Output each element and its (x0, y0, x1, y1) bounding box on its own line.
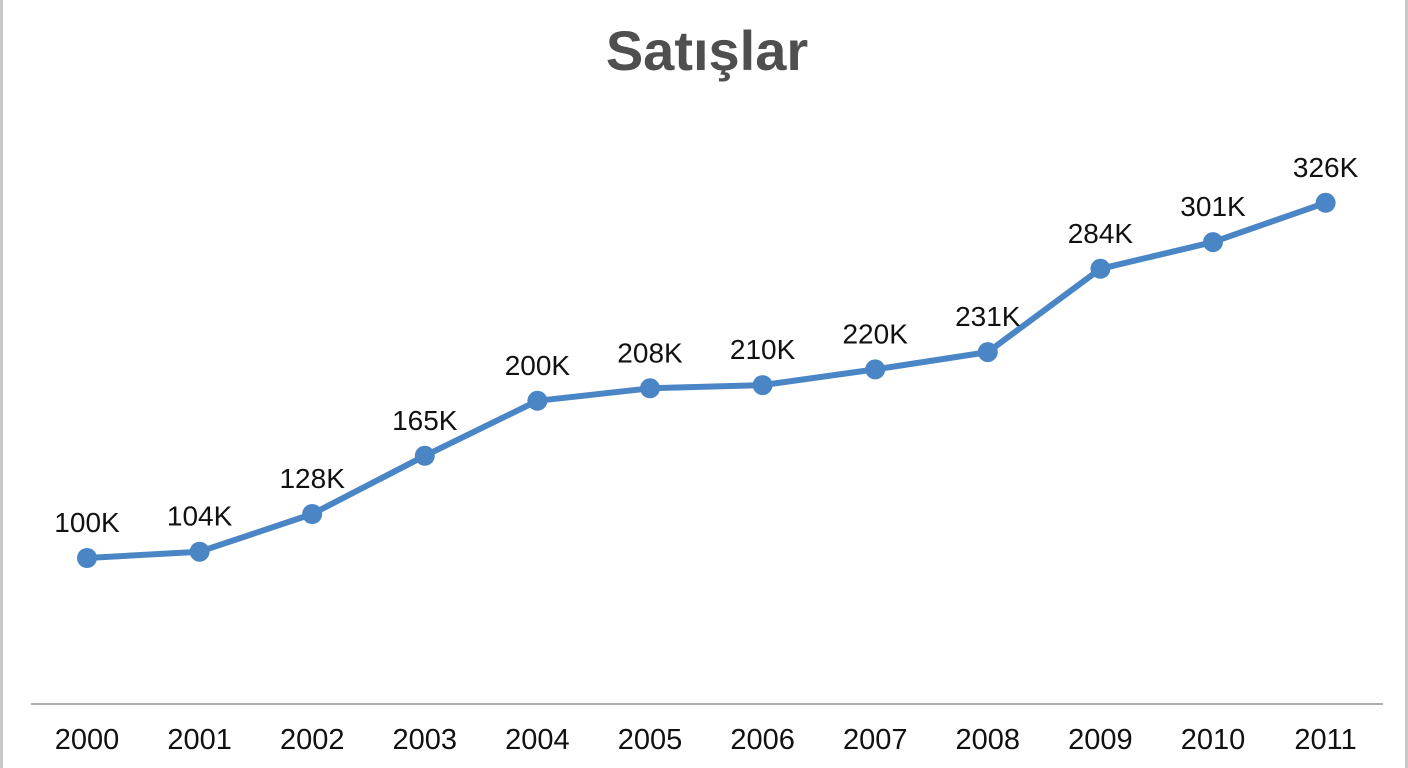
data-point-2004 (527, 390, 548, 411)
x-tick-label-2006: 2006 (730, 724, 795, 756)
data-label-2007: 220K (842, 318, 908, 349)
data-label-2000: 100K (54, 507, 120, 538)
x-tick-label-2009: 2009 (1068, 724, 1133, 756)
data-label-2005: 208K (617, 337, 683, 368)
data-point-2000 (77, 548, 97, 568)
data-label-2009: 284K (1068, 218, 1134, 249)
x-tick-label-2002: 2002 (280, 724, 345, 756)
data-point-2001 (189, 541, 210, 562)
data-label-2002: 128K (279, 463, 345, 494)
x-tick-labels: 2000 2001 2002 2003 2004 2005 2006 2007 2008 2009… (55, 724, 1357, 756)
series-group: 100K 104K 128K 165K 200K 208K 210K 220K 231K 284K… (54, 152, 1359, 568)
data-label-2003: 165K (392, 405, 458, 436)
data-label-2008: 231K (955, 301, 1021, 332)
data-point-2009 (1090, 258, 1111, 279)
data-point-2005 (640, 378, 660, 399)
x-tick-label-2005: 2005 (618, 724, 683, 756)
data-point-2008 (977, 342, 998, 363)
data-point-2006 (752, 375, 773, 396)
x-tick-label-2004: 2004 (505, 724, 570, 756)
x-tick-label-2000: 2000 (55, 724, 120, 756)
data-point-2010 (1203, 232, 1223, 253)
data-point-2003 (414, 445, 435, 466)
data-label-2004: 200K (505, 350, 571, 381)
data-label-2006: 210K (730, 334, 796, 365)
line-chart: 100K 104K 128K 165K 200K 208K 210K 220K 231K 284K… (31, 152, 1383, 756)
x-tick-label-2011: 2011 (1294, 724, 1356, 756)
x-tick-label-2010: 2010 (1181, 724, 1246, 756)
x-tick-label-2001: 2001 (167, 724, 232, 756)
data-point-2011 (1315, 192, 1336, 213)
data-label-2001: 104K (167, 501, 233, 532)
data-label-2011: 326K (1293, 152, 1359, 183)
data-label-2010: 301K (1180, 191, 1246, 222)
chart-title: Satışlar (605, 19, 809, 82)
x-tick-label-2008: 2008 (956, 724, 1021, 756)
series-line (84, 199, 1329, 561)
data-point-2007 (865, 359, 886, 380)
x-tick-label-2007: 2007 (843, 724, 908, 756)
x-tick-label-2003: 2003 (393, 724, 458, 756)
data-point-2002 (302, 504, 323, 524)
